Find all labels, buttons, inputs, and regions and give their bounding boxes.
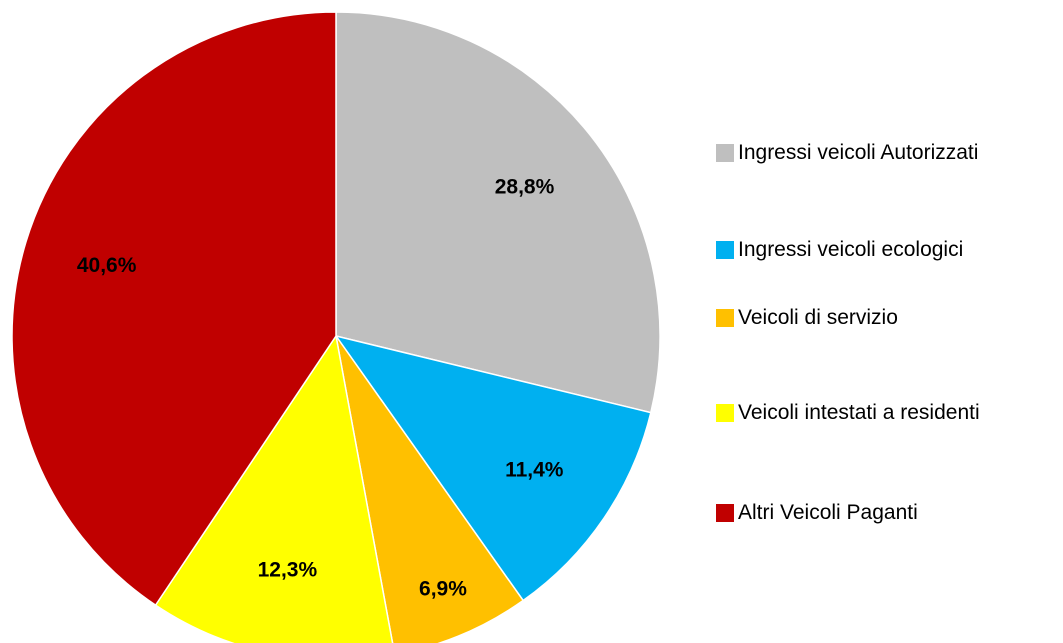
pie-slice [335,335,525,643]
legend-item: Veicoli intestati a residenti [716,398,1061,428]
data-label: 6,9% [419,577,467,600]
pie-slice [11,11,337,607]
legend-swatch [716,404,734,422]
data-label: 12,3% [258,558,318,581]
data-label: 11,4% [505,458,564,481]
legend-swatch [716,144,734,162]
legend-item: Altri Veicoli Paganti [716,498,1061,528]
legend-label: Ingressi veicoli ecologici [738,238,964,261]
pie-slice [335,11,661,414]
data-label: 40,6% [77,254,137,277]
legend-label: Veicoli intestati a residenti [738,401,980,424]
legend-swatch [716,309,734,327]
legend-item: Ingressi veicoli Autorizzati [716,138,1061,168]
legend-label: Altri Veicoli Paganti [738,501,918,524]
legend-swatch [716,504,734,522]
legend-item: Ingressi veicoli ecologici [716,235,1061,265]
legend-label: Ingressi veicoli Autorizzati [738,141,979,164]
pie-slice [154,334,394,643]
legend-label: Veicoli di servizio [738,306,898,329]
pie-slice [334,334,652,602]
data-label: 28,8% [495,175,555,198]
legend-item: Veicoli di servizio [716,303,1061,333]
legend-swatch [716,241,734,259]
